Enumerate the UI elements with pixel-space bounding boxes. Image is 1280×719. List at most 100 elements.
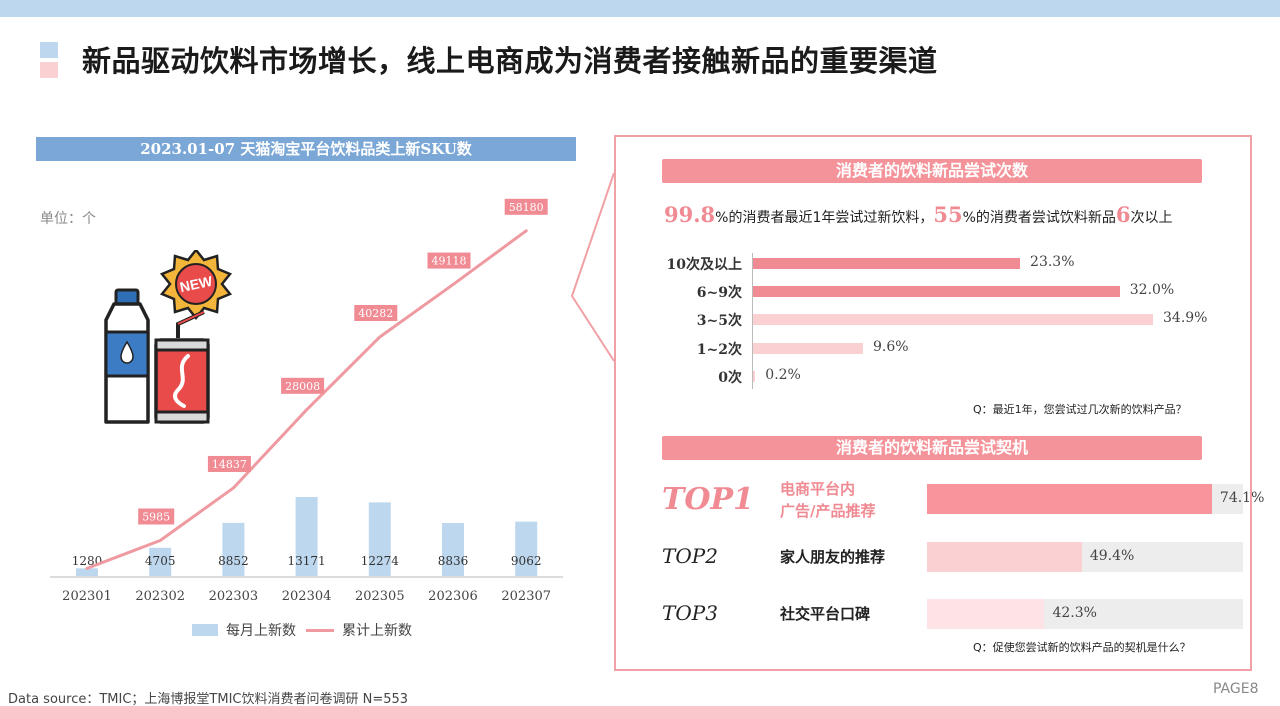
frequency-value-label: 32.0%: [1129, 282, 1175, 299]
legend-line-label: 累计上新数: [342, 623, 412, 639]
frequency-value-label: 34.9%: [1163, 310, 1208, 327]
cumulative-label-bg: [207, 455, 251, 472]
cumulative-data-label: 28008: [281, 377, 325, 394]
monthly-bar: [149, 547, 172, 576]
cumulative-data-label: 5985: [138, 508, 175, 525]
monthly-bar-label: 8852: [218, 554, 249, 568]
callout-pointer: [570, 172, 615, 362]
frequency-value-label: 9.6%: [873, 338, 909, 355]
frequency-category-label: 1~2次: [696, 341, 742, 358]
frequency-bar: [753, 342, 864, 354]
trigger-label: 家人朋友的推荐: [780, 546, 885, 568]
data-source-note: Data source：TMIC；上海博报堂TMIC饮料消费者问卷调研 N=55…: [8, 692, 409, 707]
drink-illustration: NEW: [104, 250, 233, 424]
trigger-rank-label: TOP2: [662, 544, 718, 568]
stat-text-1: %的消费者最近1年尝试过新饮料，: [715, 210, 934, 226]
cumulative-label-text: 58180: [509, 201, 544, 214]
legend-bar-label: 每月上新数: [226, 623, 296, 639]
chart-unit-label: 单位：个: [40, 211, 96, 227]
cumulative-label-bg: [354, 304, 398, 321]
trigger-bar-fill: [927, 542, 1082, 572]
frequency-summary: 99.8%的消费者最近1年尝试过新饮料，55%的消费者尝试饮料新品6次以上: [664, 202, 1173, 227]
monthly-bar: [295, 496, 318, 576]
x-tick-label: 202302: [135, 589, 185, 604]
trigger-bar-track: 49.4%: [927, 542, 1243, 572]
frequency-category-label: 6~9次: [696, 285, 742, 302]
trigger-section-header: 消费者的饮料新品尝试契机: [662, 436, 1202, 460]
frequency-bar: [753, 370, 756, 382]
legend-line-swatch: [306, 628, 334, 632]
frequency-category-label: 10次及以上: [666, 257, 742, 273]
cumulative-data-label: 58180: [504, 198, 548, 215]
consumer-survey-panel: [614, 135, 1252, 671]
stat-times: 6: [1115, 202, 1131, 227]
frequency-axis-line: [752, 253, 753, 389]
title-marker-pink: [40, 62, 58, 78]
legend-bar-swatch: [192, 624, 218, 636]
trigger-bar-fill: [927, 484, 1212, 514]
trigger-rank-label: TOP1: [662, 482, 754, 517]
trigger-label: 电商平台内广告/产品推荐: [780, 478, 875, 522]
cumulative-label-text: 40282: [358, 307, 393, 320]
frequency-value-label: 23.3%: [1030, 254, 1075, 270]
trigger-rank-label: TOP3: [662, 601, 718, 625]
trigger-bar-track: 74.1%: [927, 484, 1264, 514]
monthly-bar: [442, 522, 464, 576]
bottom-decor-bar: [0, 706, 1280, 719]
stat-text-2: %的消费者尝试饮料新品: [962, 210, 1116, 226]
sku-combo-chart: 1280202301470520230288522023031317120230…: [50, 198, 563, 604]
cumulative-label-bg: [281, 377, 325, 394]
title-marker-blue: [40, 42, 58, 58]
frequency-bar: [753, 314, 1153, 326]
trigger-value-label: 74.1%: [1219, 490, 1265, 506]
cumulative-label-bg: [138, 508, 175, 525]
monthly-bar-label: 8836: [438, 554, 469, 568]
page-title: 新品驱动饮料市场增长，线上电商成为消费者接触新品的重要渠道: [82, 44, 938, 78]
trigger-label-line: 广告/产品推荐: [780, 502, 876, 520]
frequency-bar: [753, 286, 1120, 298]
cumulative-label-text: 14837: [212, 458, 247, 471]
cumulative-label-text: 49118: [432, 255, 467, 268]
frequency-question-note: Q：最近1年，您尝试过几次新的饮料产品？: [973, 403, 1187, 416]
monthly-bar-label: 9062: [511, 554, 542, 568]
frequency-bar: [753, 258, 1021, 269]
cumulative-line: [85, 229, 528, 570]
stat-six-plus-percent: 55: [933, 202, 963, 227]
cumulative-data-label: 40282: [354, 304, 398, 321]
x-tick-label: 202307: [501, 589, 551, 604]
top-decor-bar: [0, 0, 1280, 17]
monthly-bar-label: 4705: [145, 554, 176, 568]
page-number: PAGE8: [1213, 681, 1259, 697]
cumulative-label-bg: [504, 198, 548, 215]
monthly-bar: [76, 568, 98, 576]
x-tick-label: 202301: [62, 589, 112, 604]
stat-tried-percent: 99.8: [664, 202, 716, 227]
monthly-bar: [222, 522, 245, 576]
trigger-bar-fill: [927, 599, 1045, 629]
monthly-bar-label: 12274: [361, 554, 400, 568]
trigger-label: 社交平台口碑: [780, 603, 870, 625]
frequency-category-label: 3~5次: [696, 313, 742, 330]
x-tick-label: 202303: [209, 589, 259, 604]
cumulative-label-text: 5985: [142, 510, 170, 523]
soda-can-icon: [154, 310, 210, 424]
monthly-bar: [515, 521, 538, 576]
water-bottle-icon: [104, 288, 150, 424]
trigger-value-label: 49.4%: [1089, 548, 1135, 564]
monthly-bar: [368, 502, 391, 576]
trigger-label-line: 社交平台口碑: [780, 605, 871, 623]
trigger-label-line: 电商平台内: [780, 480, 856, 498]
chart-legend: 每月上新数 累计上新数: [192, 620, 412, 640]
new-badge-text: NEW: [178, 273, 214, 296]
cumulative-label-text: 28008: [285, 380, 320, 393]
trigger-question-note: Q：促使您尝试新的饮料产品的契机是什么？: [973, 641, 1191, 654]
cumulative-data-label: 14837: [207, 455, 251, 472]
trigger-label-line: 家人朋友的推荐: [780, 548, 886, 566]
trigger-value-label: 42.3%: [1052, 605, 1097, 621]
monthly-bar-label: 13171: [288, 554, 326, 568]
x-tick-label: 202304: [282, 589, 332, 604]
new-badge-icon: NEW: [159, 250, 233, 321]
chart-header: 2023.01-07 天猫淘宝平台饮料品类上新SKU数: [36, 137, 576, 161]
frequency-category-label: 0次: [718, 369, 742, 386]
frequency-section-header: 消费者的饮料新品尝试次数: [662, 159, 1202, 183]
